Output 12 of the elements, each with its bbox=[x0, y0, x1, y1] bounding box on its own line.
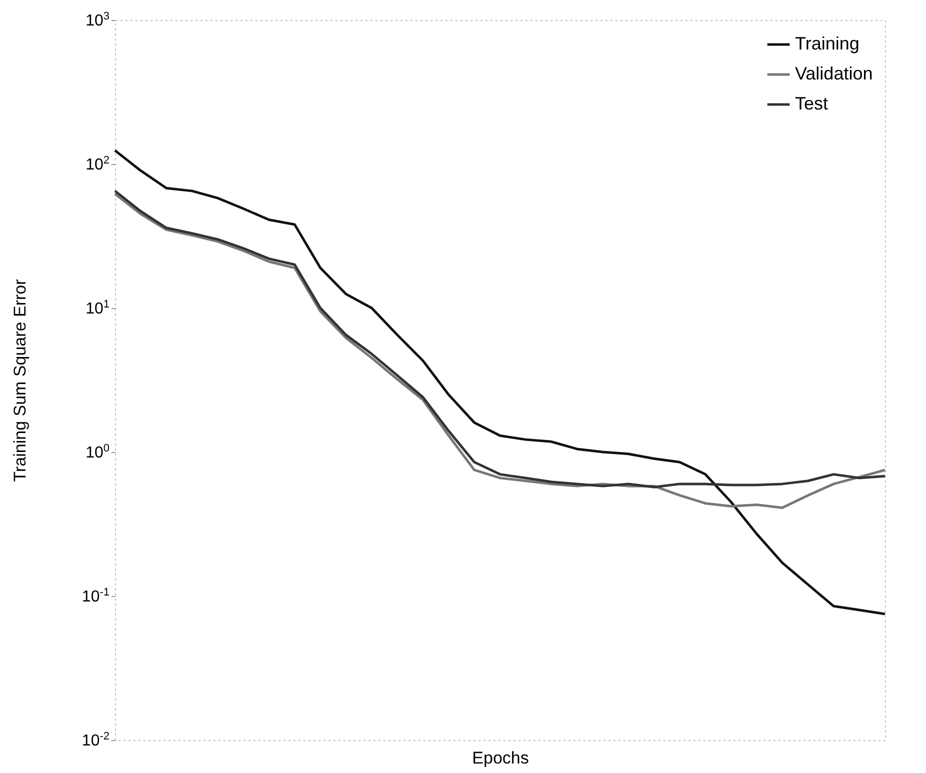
y-axis-title: Training Sum Square Error bbox=[10, 278, 30, 482]
y-tick-label: 10$^{-2}$ bbox=[82, 730, 110, 750]
y-tick-label: 10$^{-1}$ bbox=[82, 586, 110, 606]
x-axis-title: Epochs bbox=[472, 748, 529, 768]
y-tick-label: 10$^{1}$ bbox=[86, 298, 110, 318]
y-tick-label: 10$^{2}$ bbox=[86, 154, 110, 174]
legend-label: Validation bbox=[795, 64, 873, 84]
legend-label: Training bbox=[795, 34, 860, 54]
y-tick-label: 10$^{0}$ bbox=[86, 442, 110, 462]
line-series bbox=[114, 149, 886, 616]
legend-label: Test bbox=[795, 94, 828, 114]
y-tick-label: 10$^{3}$ bbox=[86, 10, 110, 30]
